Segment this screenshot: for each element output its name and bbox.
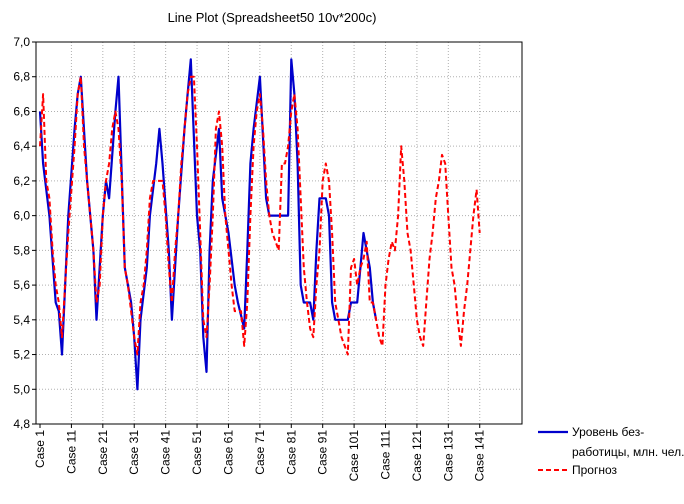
- y-tick-label: 6,4: [13, 139, 30, 153]
- legend: Уровень без-работицы, млн. чел. Прогноз: [538, 425, 684, 477]
- series-line-forecast: [39, 75, 481, 356]
- y-tick-label: 5,2: [13, 348, 30, 362]
- legend-label-forecast: Прогноз: [572, 463, 618, 477]
- x-tick-label: Case 11: [64, 430, 78, 474]
- grid: [36, 42, 522, 424]
- x-tick-label: Case 131: [441, 430, 455, 482]
- x-tick-label: Case 121: [410, 430, 424, 482]
- x-tick-label: Case 111: [379, 430, 393, 480]
- y-tick-label: 5,6: [13, 278, 30, 292]
- y-tick-label: 4,8: [13, 417, 30, 431]
- x-tick-label: Case 71: [253, 430, 267, 475]
- y-tick-label: 6,0: [13, 209, 30, 223]
- y-tick-label: 6,8: [13, 70, 30, 84]
- x-tick-label: Case 41: [159, 430, 173, 475]
- series-line-unemployment: [38, 58, 378, 391]
- x-tick-label: Case 51: [190, 430, 204, 475]
- y-axis-ticks: 4,8 5,0 5,2 5,4 5,6 5,8 6,0 6,2 6,4 6,6 6,8 7,0: [13, 35, 36, 431]
- x-tick-label: Case 21: [96, 430, 110, 475]
- x-tick-label: Case 1: [33, 430, 47, 468]
- series-layer: [38, 58, 481, 391]
- y-tick-label: 5,4: [13, 313, 30, 327]
- y-tick-label: 5,0: [13, 382, 30, 396]
- x-tick-label: Case 61: [221, 430, 235, 475]
- x-tick-label: Case 101: [347, 430, 361, 482]
- plot-frame: [35, 41, 523, 425]
- x-axis-ticks: Case 1 Case 11 Case 21 Case 31 Case 41 Case 5…: [33, 424, 487, 481]
- x-tick-label: Case 141: [473, 430, 487, 482]
- x-tick-label: Case 31: [127, 430, 141, 475]
- y-tick-label: 6,2: [13, 174, 30, 188]
- chart-title: Line Plot (Spreadsheet50 10v*200c): [168, 10, 377, 25]
- y-tick-label: 7,0: [13, 35, 30, 49]
- y-tick-label: 5,8: [13, 243, 30, 257]
- legend-label-unemployment: Уровень без-: [572, 425, 644, 439]
- x-tick-label: Case 81: [284, 430, 298, 475]
- legend-label-unemployment-cont: работицы, млн. чел.: [572, 445, 684, 459]
- x-tick-label: Case 91: [316, 430, 330, 475]
- y-tick-label: 6,6: [13, 104, 30, 118]
